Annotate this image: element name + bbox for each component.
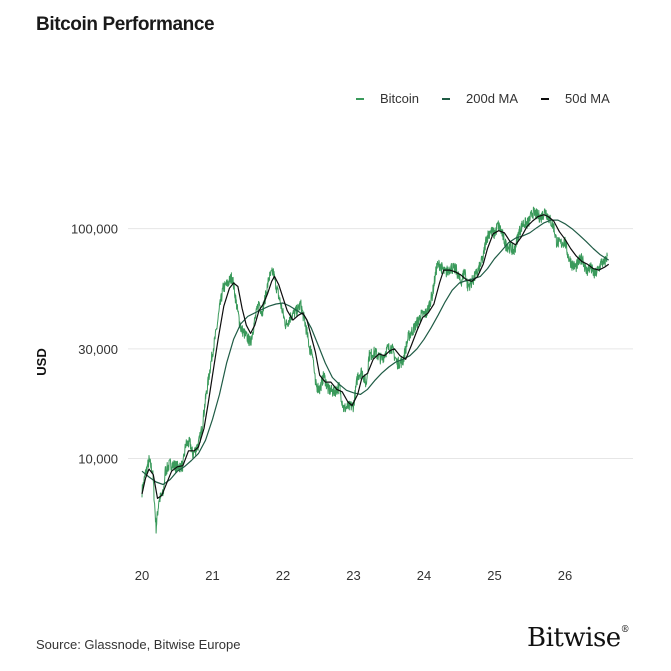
y-tick-label: 100,000 (71, 222, 118, 237)
x-tick-label: 23 (346, 568, 360, 583)
y-tick-label: 10,000 (78, 451, 118, 466)
legend-item-50d-ma: 50d MA (541, 91, 610, 106)
legend-swatch-bitcoin (356, 97, 364, 100)
tick-layer: 10,000 30,000 100,000 20 21 22 23 24 25 26 (71, 222, 572, 583)
legend-label-50d-ma: 50d MA (565, 91, 610, 106)
x-tick-label: 25 (487, 568, 501, 583)
bitwise-logo: Bitwise® (527, 623, 630, 653)
series-layer (141, 206, 610, 534)
x-tick-label: 20 (135, 568, 149, 583)
ma-50d-line (141, 214, 610, 499)
chart-legend: Bitcoin 200d MA 50d MA (350, 91, 650, 107)
x-tick-label: 24 (417, 568, 431, 583)
legend-item-bitcoin: Bitcoin (356, 91, 419, 106)
logo-registered-mark: ® (620, 625, 630, 635)
bitcoin-price-line (141, 206, 608, 534)
ma-200d-line (141, 219, 610, 486)
y-tick-label: 30,000 (78, 342, 118, 357)
x-tick-label: 26 (558, 568, 572, 583)
source-note: Source: Glassnode, Bitwise Europe (36, 637, 241, 652)
grid-layer (128, 228, 633, 459)
legend-item-200d-ma: 200d MA (442, 91, 518, 106)
x-tick-label: 21 (205, 568, 219, 583)
legend-swatch-200d-ma (442, 97, 450, 100)
legend-label-bitcoin: Bitcoin (380, 91, 420, 106)
legend-label-200d-ma: 200d MA (466, 91, 519, 106)
legend-swatch-50d-ma (541, 97, 549, 100)
chart-title: Bitcoin Performance (36, 14, 215, 35)
x-tick-label: 22 (276, 568, 290, 583)
logo-text: Bitwise (527, 623, 621, 653)
y-axis-label: USD (34, 348, 49, 375)
